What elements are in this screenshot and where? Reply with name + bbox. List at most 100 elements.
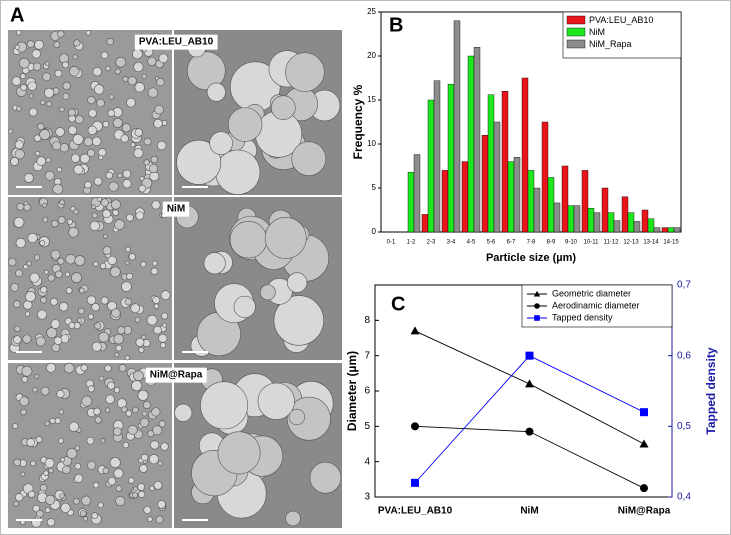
particle bbox=[7, 128, 14, 134]
particle bbox=[91, 512, 99, 519]
x-tick-label: 2-3 bbox=[427, 240, 436, 246]
particle bbox=[128, 477, 135, 484]
particle bbox=[141, 73, 147, 79]
x-tick-label: 13-14 bbox=[643, 240, 659, 246]
particle bbox=[83, 137, 94, 147]
marker bbox=[640, 484, 648, 493]
particle bbox=[115, 485, 123, 492]
particle bbox=[135, 337, 145, 347]
particle bbox=[206, 82, 226, 102]
particle bbox=[24, 311, 31, 317]
particle bbox=[134, 316, 141, 323]
particle bbox=[23, 264, 29, 270]
particle bbox=[40, 99, 46, 106]
panel-a-label: NiM@Rapa bbox=[150, 370, 203, 381]
particle bbox=[135, 211, 145, 221]
marker bbox=[525, 427, 534, 436]
marker bbox=[411, 478, 419, 487]
particle bbox=[147, 56, 157, 66]
particle bbox=[39, 483, 48, 492]
particle bbox=[51, 219, 59, 228]
particle bbox=[55, 270, 63, 279]
particle bbox=[155, 515, 164, 524]
bar bbox=[461, 161, 469, 233]
particle bbox=[91, 136, 102, 147]
particle bbox=[14, 493, 24, 502]
particle bbox=[133, 148, 144, 159]
particle bbox=[44, 61, 50, 66]
particle bbox=[25, 291, 36, 302]
bar bbox=[633, 221, 641, 233]
particle bbox=[143, 506, 152, 514]
particle bbox=[259, 284, 276, 301]
particle bbox=[121, 406, 128, 413]
bar bbox=[421, 214, 429, 233]
bar bbox=[653, 227, 661, 233]
particle bbox=[74, 255, 86, 267]
particle bbox=[40, 386, 50, 396]
particle bbox=[113, 468, 124, 479]
particle bbox=[229, 220, 268, 259]
bar bbox=[453, 20, 461, 233]
particle bbox=[59, 493, 65, 499]
particle bbox=[26, 438, 36, 447]
particle bbox=[273, 295, 324, 346]
particle bbox=[92, 67, 102, 77]
particle bbox=[152, 260, 158, 267]
particle bbox=[97, 197, 102, 202]
particle bbox=[227, 107, 263, 142]
particle bbox=[22, 334, 32, 344]
particle bbox=[93, 84, 105, 95]
particle bbox=[115, 496, 126, 506]
particle bbox=[44, 507, 51, 514]
particle bbox=[78, 287, 85, 294]
legend-label: Tapped density bbox=[552, 312, 613, 322]
particle bbox=[65, 253, 76, 265]
particle bbox=[97, 502, 104, 509]
particle bbox=[53, 41, 61, 48]
particle bbox=[126, 97, 136, 108]
particle bbox=[39, 240, 46, 246]
particle bbox=[85, 30, 91, 36]
particle bbox=[30, 460, 36, 467]
particle bbox=[91, 341, 102, 352]
particle bbox=[23, 172, 34, 183]
bar bbox=[533, 187, 541, 233]
particle bbox=[44, 170, 55, 181]
particle bbox=[124, 355, 130, 361]
particle bbox=[57, 30, 65, 38]
particle bbox=[102, 209, 111, 219]
particle bbox=[137, 389, 149, 401]
x-tick-label: 5-6 bbox=[487, 240, 496, 246]
particle bbox=[100, 51, 109, 60]
particle bbox=[20, 408, 27, 416]
bar bbox=[567, 205, 575, 233]
bar bbox=[593, 212, 601, 233]
particle bbox=[96, 98, 105, 108]
particle bbox=[15, 269, 23, 278]
particle bbox=[52, 141, 62, 151]
bar bbox=[661, 227, 669, 233]
particle bbox=[108, 181, 119, 192]
particle bbox=[113, 386, 120, 394]
particle bbox=[46, 327, 58, 339]
particle bbox=[98, 375, 105, 382]
particle bbox=[137, 483, 145, 491]
particle bbox=[138, 490, 146, 498]
particle bbox=[62, 81, 71, 91]
particle bbox=[98, 331, 110, 343]
x-tick-label: 7-8 bbox=[527, 240, 536, 246]
particle bbox=[153, 118, 163, 129]
particle bbox=[146, 314, 158, 326]
particle bbox=[37, 309, 48, 320]
particle bbox=[55, 127, 65, 137]
particle bbox=[64, 271, 70, 277]
bar bbox=[641, 209, 649, 233]
particle bbox=[133, 61, 144, 73]
particle bbox=[130, 142, 136, 148]
particle bbox=[20, 84, 28, 91]
bar bbox=[581, 170, 589, 233]
particle bbox=[21, 365, 33, 377]
particle bbox=[139, 464, 148, 473]
